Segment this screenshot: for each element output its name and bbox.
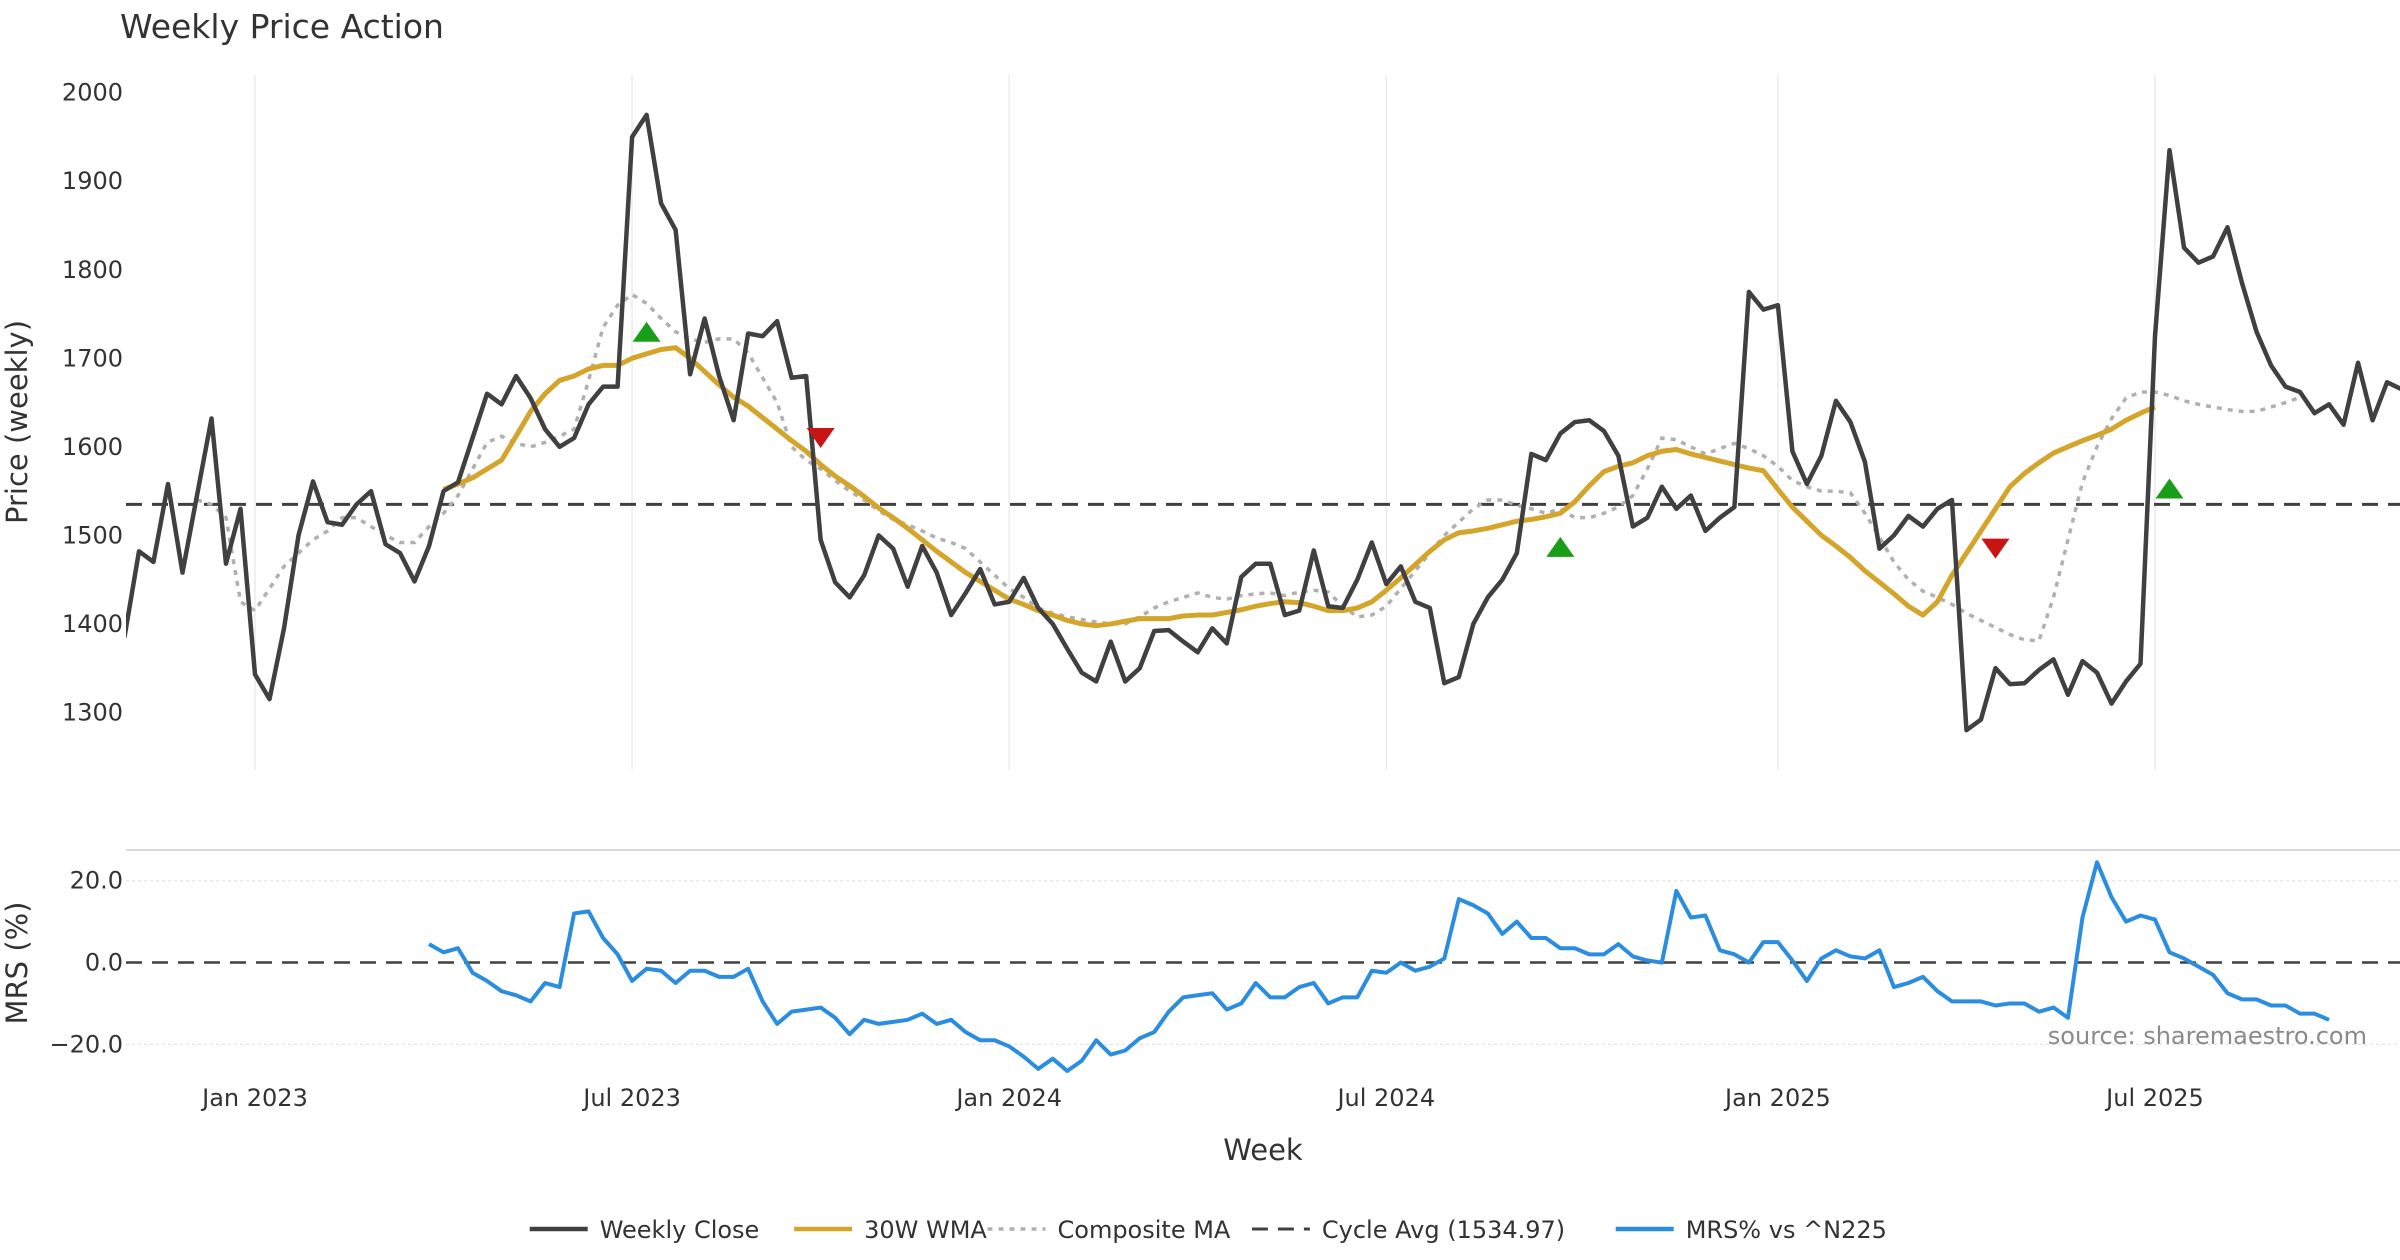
x-tick-jul-2024: Jul 2024 xyxy=(1335,1084,1435,1112)
mrs-y-tick-pos0: 0.0 xyxy=(85,949,123,977)
price-y-tick-1400: 1400 xyxy=(62,610,123,638)
legend-entry-30w-wma: 30W WMA xyxy=(794,1216,987,1244)
price-y-tick-1900: 1900 xyxy=(62,167,123,195)
price-y-tick-2000: 2000 xyxy=(62,79,123,107)
price-y-tick-1700: 1700 xyxy=(62,344,123,372)
x-ticks: Jan 2023 Jul 2023 Jan 2024 Jul 2024 Jan 2025… xyxy=(200,1084,2204,1112)
series-30w-wma-line xyxy=(442,345,2156,629)
series-weekly-close-line xyxy=(126,112,2400,733)
legend-label-cycle-avg-1534-97: Cycle Avg (1534.97) xyxy=(1322,1216,1565,1244)
mrs-y-axis-label: MRS (%) xyxy=(0,902,34,1025)
buy-signal-marker-1 xyxy=(632,321,661,342)
price-y-tick-1600: 1600 xyxy=(62,433,123,461)
price-y-ticks: 1300 1400 1500 1600 1700 1800 1900 2000 xyxy=(62,79,123,727)
legend-label-mrs-vs-n225: MRS% vs ^N225 xyxy=(1686,1216,1887,1244)
legend-entry-cycle-avg-1534-97: Cycle Avg (1534.97) xyxy=(1251,1216,1565,1244)
buy-signal-marker-3 xyxy=(1546,536,1575,557)
legend-label-composite-ma: Composite MA xyxy=(1058,1216,1231,1244)
price-y-tick-1300: 1300 xyxy=(62,698,123,726)
source-label: source: sharemaestro.com xyxy=(2048,1022,2367,1050)
x-tick-jan-2023: Jan 2023 xyxy=(200,1084,308,1112)
buy-signal-marker-5 xyxy=(2155,478,2184,499)
legend-label-weekly-close: Weekly Close xyxy=(600,1216,760,1244)
x-tick-jan-2025: Jan 2025 xyxy=(1723,1084,1831,1112)
series-mrs-line xyxy=(428,860,2330,1073)
x-tick-jan-2024: Jan 2024 xyxy=(954,1084,1062,1112)
series-composite-ma-line xyxy=(196,292,2301,643)
price-y-tick-1500: 1500 xyxy=(62,521,123,549)
mrs-y-tick-pos20: 20.0 xyxy=(70,867,123,895)
sell-signal-marker-4 xyxy=(1981,538,2010,559)
mrs-grid xyxy=(126,880,2400,1045)
price-y-axis-label: Price (weekly) xyxy=(0,320,34,524)
legend-entry-composite-ma: Composite MA xyxy=(987,1216,1231,1244)
signal-markers xyxy=(632,321,2184,559)
x-tick-jul-2023: Jul 2023 xyxy=(581,1084,681,1112)
mrs-y-ticks: −20.0 0.0 20.0 xyxy=(49,867,123,1059)
sell-signal-marker-2 xyxy=(806,427,835,448)
legend: Weekly Close 30W WMA Composite MA Cycle Avg… xyxy=(529,1216,1887,1244)
legend-entry-weekly-close: Weekly Close xyxy=(529,1216,760,1244)
price-y-tick-1800: 1800 xyxy=(62,256,123,284)
x-axis-label: Week xyxy=(1223,1133,1303,1167)
mrs-y-tick-neg20: −20.0 xyxy=(49,1030,123,1058)
legend-label-30w-wma: 30W WMA xyxy=(864,1216,987,1244)
legend-entry-mrs-vs-n225: MRS% vs ^N225 xyxy=(1615,1216,1887,1244)
chart-title: Weekly Price Action xyxy=(120,7,444,46)
x-tick-jul-2025: Jul 2025 xyxy=(2104,1084,2204,1112)
